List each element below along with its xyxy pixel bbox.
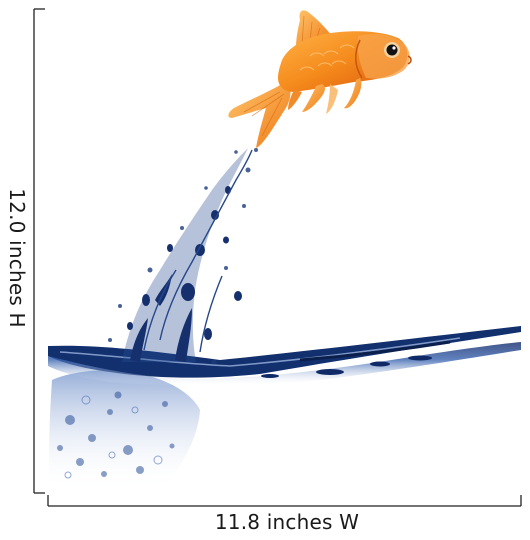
water-illustration xyxy=(48,148,521,491)
width-ruler xyxy=(47,495,522,507)
underwater-bubbles xyxy=(49,370,201,491)
width-dimension-label: 11.8 inches W xyxy=(214,510,360,534)
goldfish-illustration xyxy=(228,10,412,148)
height-dimension-label: 12.0 inches H xyxy=(5,188,29,328)
fish-tail xyxy=(228,84,291,148)
height-ruler xyxy=(33,8,45,494)
fish-pectoral-fin xyxy=(344,78,362,109)
water-surface xyxy=(48,326,521,378)
water-splash xyxy=(122,148,248,362)
fish-pelvic-fin xyxy=(302,84,325,112)
